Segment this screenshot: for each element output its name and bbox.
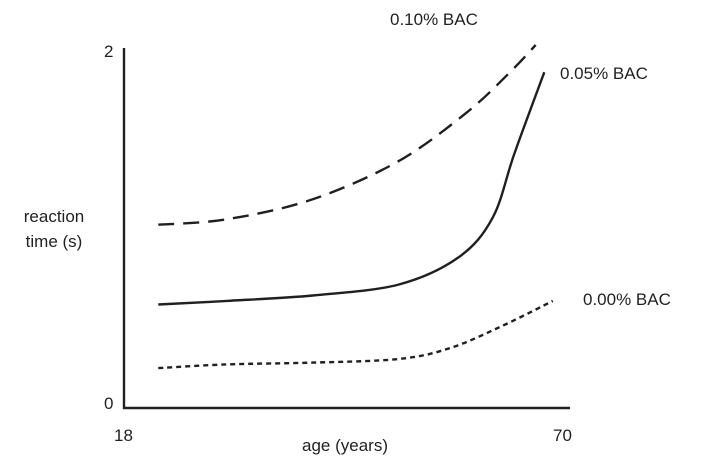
series-line-0-00-bac <box>158 299 554 370</box>
axes <box>122 48 570 410</box>
series-layer <box>158 44 554 370</box>
series-line-0-05-bac <box>158 71 546 306</box>
y-axis-label-line-1: reaction <box>24 207 84 226</box>
y-axis-label-line-2: time (s) <box>26 232 83 251</box>
y-tick-top: 2 <box>104 42 113 61</box>
x-tick-right: 70 <box>553 426 572 445</box>
x-axis-label: age (years) <box>302 436 388 455</box>
series-label-0-05-bac: 0.05% BAC <box>560 64 648 83</box>
y-tick-bottom: 0 <box>104 394 113 413</box>
series-line-0-10-bac <box>158 44 537 226</box>
x-tick-left: 18 <box>114 426 133 445</box>
series-label-0-00-bac: 0.00% BAC <box>583 290 671 309</box>
series-label-0-10-bac: 0.10% BAC <box>390 10 478 29</box>
